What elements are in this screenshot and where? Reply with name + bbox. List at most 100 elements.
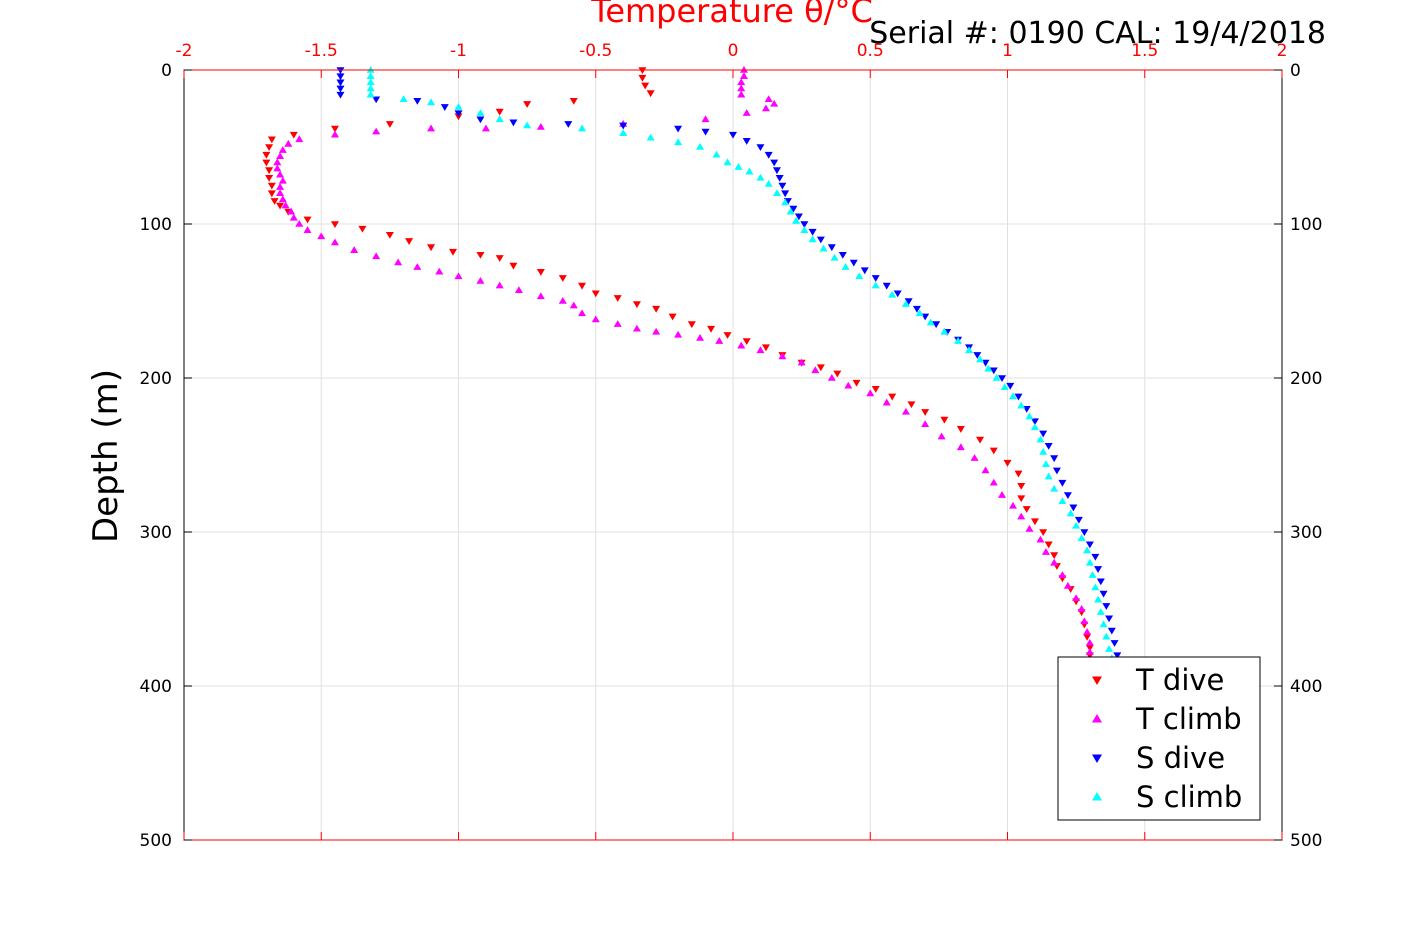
- data-point: [652, 327, 661, 335]
- data-point: [1083, 633, 1092, 641]
- data-point: [435, 267, 444, 275]
- data-point: [888, 393, 897, 401]
- data-point: [687, 321, 696, 329]
- data-point: [800, 226, 809, 233]
- data-point: [989, 367, 998, 375]
- data-point: [1030, 418, 1039, 426]
- y-tick-label-right: 300: [1290, 523, 1322, 543]
- data-point: [915, 309, 924, 317]
- data-point: [1058, 497, 1067, 504]
- data-point: [262, 151, 271, 159]
- data-point: [336, 85, 345, 93]
- data-point: [1050, 484, 1059, 492]
- data-point: [427, 98, 436, 106]
- data-point: [265, 167, 274, 175]
- data-point: [808, 228, 817, 236]
- data-point: [454, 272, 463, 280]
- data-point: [921, 420, 930, 427]
- data-point: [715, 337, 724, 344]
- data-point: [1088, 571, 1097, 578]
- data-point: [893, 290, 902, 298]
- data-point: [514, 286, 523, 294]
- data-point: [1039, 430, 1048, 438]
- data-point: [940, 327, 949, 335]
- data-point: [1107, 627, 1116, 635]
- data-point: [932, 321, 941, 329]
- data-point: [701, 128, 710, 136]
- data-point: [956, 426, 965, 433]
- data-point: [273, 164, 282, 172]
- data-point: [772, 189, 781, 196]
- legend-box: [1057, 656, 1261, 821]
- data-point: [1017, 401, 1026, 409]
- data-point: [970, 454, 979, 461]
- data-point: [668, 313, 677, 321]
- data-point: [495, 281, 504, 289]
- y-tick-label-right: 200: [1290, 369, 1322, 389]
- data-point: [827, 374, 836, 381]
- data-point: [569, 98, 578, 105]
- data-point: [1052, 467, 1061, 475]
- data-point: [385, 231, 394, 239]
- data-point: [523, 121, 532, 129]
- data-point: [366, 90, 375, 98]
- legend-marker: [1092, 714, 1102, 723]
- data-point: [449, 248, 458, 256]
- data-point: [372, 127, 381, 135]
- data-point: [739, 72, 748, 79]
- data-point: [739, 66, 748, 73]
- data-point: [278, 176, 287, 184]
- y-tick-label-right: 0: [1290, 61, 1301, 81]
- data-point: [1039, 447, 1048, 455]
- data-point: [289, 131, 298, 139]
- data-point: [330, 221, 339, 228]
- data-point: [1044, 541, 1053, 549]
- x-tick-label: -2: [176, 41, 193, 61]
- data-point: [267, 136, 276, 144]
- data-point: [998, 375, 1007, 382]
- data-point: [578, 124, 587, 132]
- data-point: [764, 95, 773, 103]
- data-point: [882, 398, 891, 406]
- data-point: [476, 109, 485, 116]
- data-point: [852, 379, 861, 387]
- data-point: [1008, 501, 1017, 509]
- data-point: [976, 355, 985, 363]
- data-point: [1039, 529, 1048, 536]
- data-point: [564, 121, 573, 128]
- data-point: [734, 163, 743, 170]
- data-point: [696, 333, 705, 341]
- data-point: [797, 358, 806, 366]
- data-point: [1085, 648, 1094, 655]
- data-point: [984, 364, 993, 372]
- data-point: [794, 213, 803, 221]
- data-point: [904, 298, 913, 305]
- legend-label: T dive: [1135, 663, 1224, 697]
- data-point: [786, 207, 795, 215]
- y-tick-label-left: 500: [140, 831, 172, 851]
- data-point: [761, 104, 770, 112]
- data-point: [399, 95, 408, 103]
- data-point: [816, 364, 825, 372]
- series-t-climb: [273, 66, 1094, 655]
- data-point: [405, 238, 414, 245]
- data-point: [1085, 638, 1094, 646]
- data-point: [770, 99, 779, 107]
- data-point: [781, 198, 790, 206]
- data-point: [954, 337, 963, 344]
- data-point: [619, 122, 628, 130]
- data-point: [1105, 645, 1114, 652]
- data-point: [366, 78, 375, 86]
- data-point: [1091, 553, 1100, 561]
- data-point: [372, 96, 381, 104]
- data-point: [781, 190, 790, 198]
- data-point: [278, 146, 287, 153]
- data-point: [440, 104, 449, 111]
- data-point: [646, 90, 655, 98]
- data-point: [792, 216, 801, 224]
- data-point: [265, 175, 274, 182]
- data-point: [536, 268, 545, 276]
- data-point: [907, 401, 916, 409]
- data-point: [454, 102, 463, 110]
- data-point: [838, 252, 847, 259]
